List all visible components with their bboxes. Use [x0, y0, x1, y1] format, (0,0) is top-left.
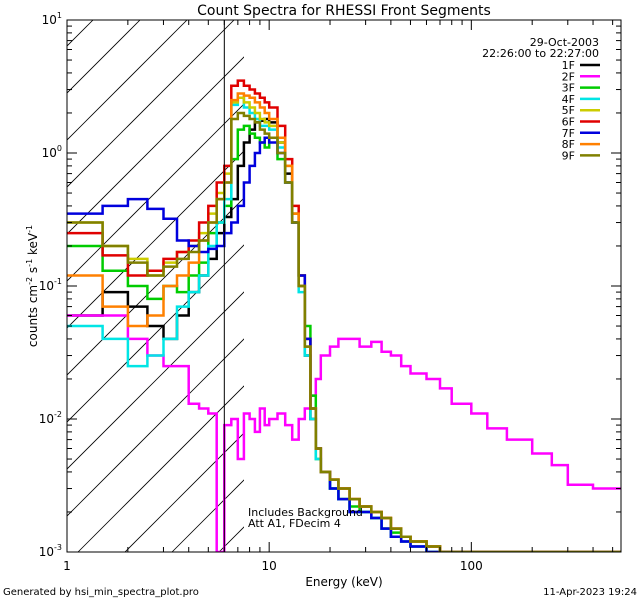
- series-9F: [67, 111, 621, 552]
- y-tick-label: 10-3: [39, 543, 62, 559]
- legend-label-9F: 9F: [562, 149, 575, 162]
- hatch-line: [67, 244, 244, 423]
- hatch-line: [67, 56, 244, 235]
- legend-label-7F: 7F: [562, 127, 575, 140]
- footer-generated-by: Generated by hsi_min_spectra_plot.pro: [3, 587, 199, 598]
- hatch-line: [67, 150, 244, 329]
- hatch-line: [67, 103, 244, 282]
- y-label-kev: keV: [26, 232, 40, 259]
- y-axis-label: counts cm-2 s-1 keV-1: [25, 225, 40, 347]
- y-label-sup-s: -1: [25, 259, 34, 267]
- hatch-line: [218, 526, 244, 552]
- legend-label-6F: 6F: [562, 116, 575, 129]
- series-8F: [67, 92, 621, 552]
- series-layer: [67, 79, 621, 552]
- chart-title: Count Spectra for RHESSI Front Segments: [197, 3, 491, 19]
- series-7F: [67, 136, 621, 552]
- legend-label-3F: 3F: [562, 82, 575, 95]
- x-tick-label: 100: [460, 559, 483, 573]
- x-tick-label: 10: [262, 559, 277, 573]
- hatch-line: [266, 0, 640, 552]
- hatch-line: [67, 20, 141, 94]
- y-label-counts: counts cm: [26, 285, 40, 347]
- x-tick-label: 1: [63, 559, 71, 573]
- legend-label-8F: 8F: [562, 138, 575, 151]
- observation-date: 29-Oct-2003: [530, 36, 599, 49]
- axis-ticks: 1 10 100 10-3 10-2 10-1 100 101: [39, 11, 621, 573]
- annotation-attenuator: Att A1, FDecim 4: [248, 517, 341, 530]
- hatch-line: [67, 20, 188, 141]
- series-1F: [67, 117, 621, 552]
- y-tick-label: 10-2: [39, 410, 62, 426]
- hatch-line: [77, 385, 244, 552]
- legend-label-2F: 2F: [562, 70, 575, 83]
- legend-label-4F: 4F: [562, 93, 575, 106]
- hatch-line: [313, 0, 640, 552]
- annotation-background: Includes Background: [248, 506, 363, 519]
- x-axis-label: Energy (keV): [305, 575, 382, 589]
- y-tick-label: 10-1: [39, 277, 62, 293]
- legend-label-5F: 5F: [562, 104, 575, 117]
- plot-frame: [66, 19, 622, 553]
- y-label-sup-kev: -1: [25, 225, 34, 233]
- legend-label-1F: 1F: [562, 59, 575, 72]
- series-2F: [67, 314, 621, 552]
- hatch-line: [67, 338, 244, 517]
- y-tick-label: 100: [42, 144, 62, 160]
- y-label-s: s: [26, 267, 40, 277]
- observation-time-range: 22:26:00 to 22:27:00: [482, 47, 599, 60]
- y-tick-label: 101: [42, 11, 62, 27]
- hatch-line: [360, 0, 640, 552]
- hatch-line: [67, 291, 244, 470]
- footer-timestamp: 11-Apr-2023 19:24: [543, 587, 637, 598]
- y-label-sup-cm: -2: [25, 277, 34, 285]
- hatch-line: [67, 20, 235, 188]
